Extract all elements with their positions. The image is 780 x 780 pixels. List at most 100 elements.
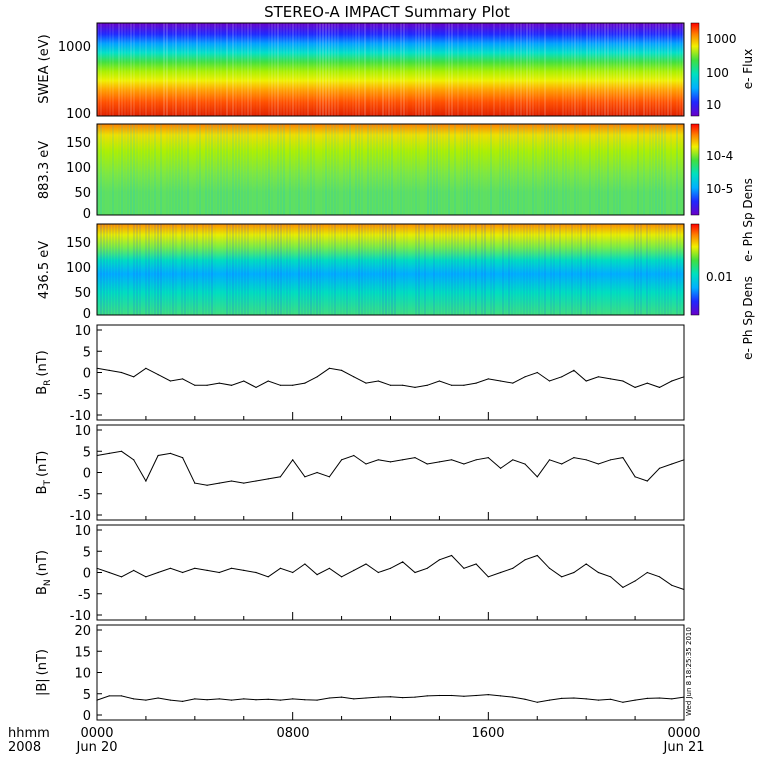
heatmap-texture-stripe	[367, 23, 369, 116]
heatmap-texture-stripe	[556, 124, 558, 215]
heatmap-texture-stripe	[379, 124, 381, 215]
heatmap-texture-stripe	[667, 224, 669, 315]
data-point	[512, 696, 514, 698]
heatmap-texture-stripe	[223, 224, 225, 315]
data-point	[304, 563, 306, 565]
heatmap-texture-stripe	[205, 224, 207, 315]
data-point	[451, 384, 453, 386]
swea-ytick-100: 100	[66, 107, 91, 122]
heatmap-texture-stripe	[652, 23, 654, 116]
data-point	[634, 699, 636, 701]
data-point	[157, 454, 159, 457]
line-panel-frame	[96, 324, 685, 421]
y-tick-label: -10	[70, 609, 91, 624]
heatmap-texture-stripe	[352, 23, 354, 116]
swea-cb-tick-10: 10	[706, 98, 721, 112]
data-point	[169, 380, 171, 382]
data-point	[194, 698, 196, 700]
data-point	[683, 696, 685, 698]
heatmap-texture-stripe	[433, 124, 435, 215]
heatmap-texture-stripe	[448, 124, 450, 215]
heatmap-texture-stripe	[241, 23, 243, 116]
xtick-1600: 1600	[471, 726, 504, 741]
heatmap-texture-stripe	[511, 124, 513, 215]
data-point	[145, 699, 147, 701]
heatmap-texture-stripe	[502, 23, 504, 116]
heatmap-texture-stripe	[460, 23, 462, 116]
heatmap-texture-stripe	[145, 124, 147, 215]
heatmap-texture-stripe	[196, 224, 198, 315]
heatmap-texture-stripe	[214, 23, 216, 116]
heatmap-texture-stripe	[577, 124, 579, 215]
heatmap-texture-stripe	[610, 23, 612, 116]
heatmap-texture-stripe	[262, 23, 264, 116]
heatmap-texture-stripe	[130, 124, 132, 215]
heatmap-texture-stripe	[622, 224, 624, 315]
heatmap-texture-stripe	[409, 23, 411, 116]
heatmap-texture-stripe	[277, 23, 279, 116]
heatmap-texture-stripe	[487, 23, 489, 116]
heatmap-texture-stripe	[322, 23, 324, 116]
pad-883-heatmap	[97, 124, 684, 215]
pad-436-ylabel: 436.5 eV	[37, 241, 52, 299]
heatmap-texture-stripe	[241, 224, 243, 315]
heatmap-texture-stripe	[622, 23, 624, 116]
heatmap-texture-stripe	[157, 124, 159, 215]
heatmap-texture-stripe	[169, 224, 171, 315]
heatmap-texture-stripe	[319, 124, 321, 215]
data-point	[145, 480, 147, 482]
heatmap-texture-stripe	[475, 124, 477, 215]
heatmap-texture-stripe	[379, 224, 381, 315]
heatmap-texture-stripe	[562, 124, 564, 215]
heatmap-texture-stripe	[286, 124, 288, 215]
heatmap-texture-stripe	[463, 23, 465, 116]
data-point	[597, 463, 600, 465]
heatmap-texture-stripe	[109, 224, 111, 315]
heatmap-texture-stripe	[628, 23, 630, 116]
heatmap-texture-stripe	[523, 224, 525, 315]
heatmap-texture-stripe	[361, 224, 363, 315]
heatmap-texture-stripe	[496, 23, 498, 116]
y-tick-label: 0	[83, 709, 91, 724]
ylabel-main: B	[35, 485, 50, 494]
heatmap-texture-stripe	[367, 124, 369, 215]
data-point	[536, 476, 538, 478]
data-point	[230, 384, 233, 386]
heatmap-texture-stripe	[232, 124, 234, 215]
heatmap-texture-stripe	[484, 224, 486, 315]
heatmap-texture-stripe	[244, 124, 246, 215]
data-point	[316, 376, 318, 378]
data-point	[353, 376, 355, 378]
ylabel-subscript: N	[43, 579, 53, 586]
heatmap-texture-stripe	[118, 224, 120, 315]
heatmap-texture-stripe	[382, 124, 384, 215]
heatmap-texture-stripe	[640, 23, 642, 116]
heatmap-texture-stripe	[607, 124, 609, 215]
heatmap-texture-stripe	[652, 124, 654, 215]
heatmap-texture-stripe	[601, 224, 603, 315]
heatmap-texture-stripe	[535, 124, 537, 215]
heatmap-texture-stripe	[583, 224, 585, 315]
heatmap-texture-stripe	[100, 23, 102, 116]
heatmap-texture-stripe	[508, 224, 510, 315]
data-point	[402, 561, 404, 563]
heatmap-texture-stripe	[682, 23, 684, 116]
heatmap-texture-stripe	[649, 224, 651, 315]
heatmap-texture-stripe	[673, 23, 675, 116]
heatmap-texture-stripe	[388, 23, 390, 116]
heatmap-texture-stripe	[571, 23, 573, 116]
heatmap-texture-stripe	[214, 224, 216, 315]
heatmap-texture-stripe	[451, 23, 453, 116]
heatmap-texture-stripe	[592, 124, 594, 215]
heatmap-texture-stripe	[496, 124, 498, 215]
heatmap-texture-stripe	[160, 224, 162, 315]
heatmap-texture-stripe	[274, 124, 276, 215]
heatmap-texture-stripe	[328, 224, 330, 315]
heatmap-texture-stripe	[559, 224, 561, 315]
heatmap-texture-stripe	[478, 224, 480, 315]
heatmap-texture-stripe	[265, 224, 267, 315]
data-point	[279, 567, 281, 569]
swea-ytick-1000: 1000	[58, 40, 91, 55]
heatmap-texture-stripe	[478, 124, 480, 215]
data-point	[182, 457, 184, 459]
